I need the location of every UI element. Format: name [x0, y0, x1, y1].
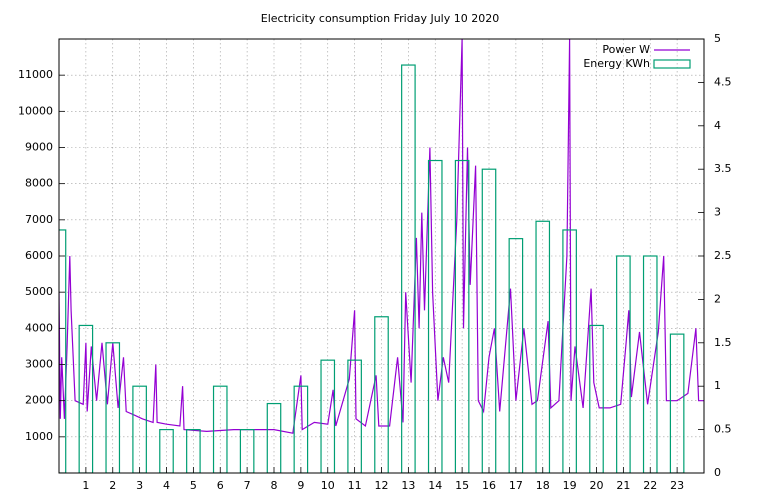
energy-box	[616, 255, 631, 473]
energy-box	[212, 385, 228, 473]
x-tick-label: 1	[82, 479, 89, 492]
legend-label: Power W	[602, 43, 650, 56]
y2-tick-label: 5	[714, 32, 721, 45]
energy-box	[186, 429, 201, 473]
y-tick-label: 6000	[25, 249, 53, 262]
x-tick-label: 17	[509, 479, 523, 492]
y-tick-label: 10000	[18, 104, 53, 117]
x-tick-label: 5	[190, 479, 197, 492]
y-tick-label: 11000	[18, 68, 53, 81]
y2-tick-label: 1.5	[714, 336, 732, 349]
y2-tick-label: 1	[714, 379, 721, 392]
energy-box	[293, 385, 309, 473]
x-tick-label: 16	[482, 479, 496, 492]
energy-box	[132, 385, 147, 473]
x-tick-label: 22	[643, 479, 657, 492]
x-tick-label: 3	[136, 479, 143, 492]
energy-box	[508, 238, 524, 473]
x-tick-label: 13	[401, 479, 415, 492]
energy-box	[239, 429, 255, 473]
energy-box	[535, 220, 551, 473]
x-tick-label: 14	[428, 479, 442, 492]
y2-tick-label: 0	[714, 466, 721, 479]
y2-tick-label: 4	[714, 119, 721, 132]
x-tick-label: 15	[455, 479, 469, 492]
x-tick-label: 12	[375, 479, 389, 492]
energy-box	[347, 359, 362, 473]
x-tick-label: 18	[536, 479, 550, 492]
energy-box	[669, 333, 685, 473]
x-tick-label: 9	[297, 479, 304, 492]
legend-swatch	[653, 59, 691, 69]
chart-title: Electricity consumption Friday July 10 2…	[261, 12, 499, 25]
y2-tick-label: 3	[714, 206, 721, 219]
y-tick-label: 3000	[25, 358, 53, 371]
y-tick-label: 5000	[25, 285, 53, 298]
energy-box	[159, 429, 174, 473]
plot-area	[59, 39, 704, 473]
x-tick-label: 19	[563, 479, 577, 492]
y-tick-label: 2000	[25, 394, 53, 407]
x-tick-label: 2	[109, 479, 116, 492]
x-tick-label: 7	[244, 479, 251, 492]
x-tick-label: 8	[271, 479, 278, 492]
y-tick-label: 9000	[25, 141, 53, 154]
energy-box	[59, 229, 67, 473]
y-tick-label: 7000	[25, 213, 53, 226]
energy-box	[78, 324, 94, 473]
axes: 1000200030004000500060007000800090001000…	[18, 32, 732, 492]
energy-box	[454, 159, 470, 473]
energy-box	[427, 159, 443, 473]
energy-box	[320, 359, 336, 473]
y2-tick-label: 4.5	[714, 75, 732, 88]
y2-tick-label: 2	[714, 292, 721, 305]
legend-label: Energy KWh	[583, 57, 650, 70]
y-tick-label: 4000	[25, 321, 53, 334]
plot-border	[58, 38, 705, 474]
y2-tick-label: 0.5	[714, 423, 732, 436]
power-line	[59, 39, 704, 434]
y2-tick-label: 3.5	[714, 162, 732, 175]
y-tick-label: 8000	[25, 177, 53, 190]
y-tick-label: 1000	[25, 430, 53, 443]
energy-box	[374, 316, 389, 473]
x-tick-label: 4	[163, 479, 170, 492]
energy-box	[589, 324, 604, 473]
energy-box	[642, 255, 658, 473]
energy-box	[266, 402, 282, 473]
x-tick-label: 23	[670, 479, 684, 492]
x-tick-label: 21	[616, 479, 630, 492]
energy-box	[562, 229, 577, 473]
x-tick-label: 20	[590, 479, 604, 492]
x-tick-label: 11	[348, 479, 362, 492]
y2-tick-label: 2.5	[714, 249, 732, 262]
x-tick-label: 6	[217, 479, 224, 492]
x-tick-label: 10	[321, 479, 335, 492]
